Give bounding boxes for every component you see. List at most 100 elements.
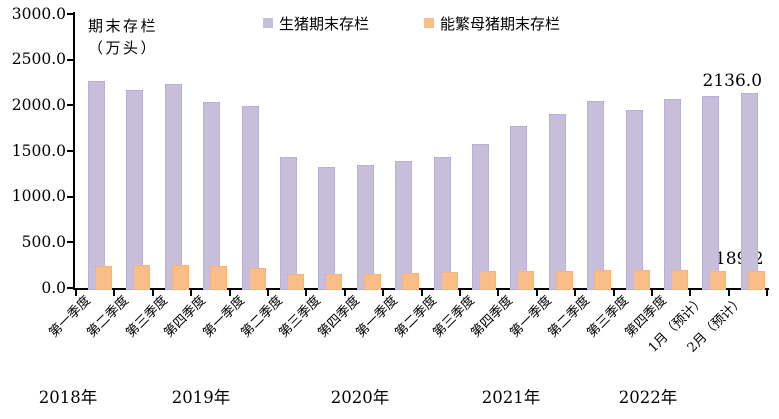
x-axis-category-label: 第四季度 — [468, 293, 517, 341]
x-axis-tick — [766, 290, 769, 296]
x-axis-tick — [228, 290, 231, 296]
y-axis-tick — [67, 241, 74, 244]
x-axis-tick — [343, 290, 346, 296]
x-axis-category-label: 第一季度 — [46, 293, 94, 341]
y-axis-tick — [67, 287, 74, 289]
x-axis-tick — [535, 290, 538, 296]
bar-pig-inventory — [126, 89, 144, 290]
bar-pig-inventory — [664, 98, 681, 290]
x-axis-tick — [574, 290, 577, 296]
bar-pig-inventory — [203, 102, 221, 290]
y-axis-tick — [67, 150, 74, 152]
bar-sow-inventory — [555, 270, 573, 290]
bar-pig-inventory — [241, 106, 259, 290]
bar-sow-inventory — [479, 271, 496, 290]
x-axis-tick — [75, 290, 77, 296]
bar-sow-inventory — [632, 270, 650, 290]
bar-pig-inventory — [88, 80, 105, 290]
bar-pig-inventory — [740, 92, 758, 290]
y-axis-tick — [67, 195, 74, 198]
y-axis-tick-label: 0.0 — [41, 278, 66, 297]
x-axis-category-label: 第一季度 — [507, 293, 555, 341]
x-axis-category-label: 第四季度 — [315, 293, 363, 341]
x-axis-category-label: 第二季度 — [84, 293, 133, 341]
x-axis-tick — [459, 290, 461, 296]
bar-pig-inventory — [587, 101, 605, 290]
y-axis-title-line2: （万头） — [88, 39, 159, 57]
y-axis-tick — [67, 13, 74, 15]
x-axis-category-label: 第四季度 — [161, 293, 210, 341]
x-axis-tick — [305, 290, 308, 296]
bar-sow-inventory — [95, 265, 112, 290]
x-axis-tick — [382, 290, 385, 296]
y-axis-tick-label: 2000.0 — [11, 95, 66, 114]
bar-pig-inventory — [164, 84, 182, 290]
y-axis-tick — [67, 58, 74, 61]
x-axis-tick — [689, 290, 692, 296]
bar-sow-inventory — [210, 265, 228, 290]
x-axis-year-label: 2022年 — [618, 388, 678, 407]
x-axis-category-label: 第二季度 — [545, 293, 594, 341]
y-axis-tick-label: 500.0 — [21, 232, 66, 251]
bar-sow-inventory — [133, 265, 151, 290]
x-axis-tick — [612, 290, 615, 296]
bar-sow-inventory — [325, 274, 343, 290]
x-axis-category-label: 第二季度 — [392, 293, 440, 341]
legend-item-sow: 能繁母猪期末存栏 — [424, 13, 560, 33]
bar-sow-inventory — [440, 272, 458, 290]
x-axis-year-label: 2019年 — [171, 388, 231, 407]
bar-sow-inventory — [287, 274, 304, 290]
value-label-sow: 189.2 — [714, 248, 764, 269]
bar-pig-inventory — [472, 143, 489, 290]
x-axis-line — [73, 288, 769, 290]
x-axis-category-label: 第一季度 — [200, 293, 248, 341]
x-axis-tick — [151, 290, 154, 296]
legend-label-pig: 生猪期末存栏 — [279, 14, 370, 33]
bar-pig-inventory — [395, 161, 413, 290]
y-axis-tick-label: 1000.0 — [11, 187, 66, 206]
legend-swatch-pig-icon — [263, 18, 273, 28]
x-axis-category-label: 第三季度 — [584, 293, 632, 341]
value-label-pig: 2136.0 — [702, 70, 763, 91]
x-axis-year-label: 2020年 — [330, 388, 390, 407]
y-axis-line — [73, 12, 75, 290]
legend-label-sow: 能繁母猪期末存栏 — [440, 14, 561, 33]
bar-pig-inventory — [280, 157, 297, 290]
x-axis-tick — [497, 290, 500, 296]
bar-sow-inventory — [594, 269, 612, 290]
y-axis-tick-label: 1500.0 — [11, 141, 66, 160]
x-axis-tick — [113, 290, 116, 296]
bar-pig-inventory — [548, 113, 566, 290]
bar-pig-inventory — [356, 165, 374, 290]
x-axis-category-label: 第三季度 — [276, 293, 325, 341]
x-axis-year-label: 2021年 — [481, 388, 541, 407]
bar-sow-inventory — [747, 270, 765, 290]
legend-item-pig: 生猪期末存栏 — [263, 13, 369, 33]
bar-sow-inventory — [248, 268, 266, 290]
y-axis-tick — [67, 104, 74, 107]
x-axis-category-label: 第一季度 — [353, 293, 402, 341]
bar-pig-inventory — [510, 125, 528, 290]
bar-sow-inventory — [171, 264, 189, 290]
bar-pig-inventory — [433, 156, 451, 290]
bar-sow-inventory — [363, 274, 381, 290]
bar-pig-inventory — [625, 109, 643, 290]
x-axis-tick — [190, 290, 193, 296]
y-axis-tick-label: 3000.0 — [11, 4, 66, 23]
bar-sow-inventory — [402, 272, 420, 290]
x-axis-category-label: 第三季度 — [430, 293, 478, 341]
x-axis-category-label: 第二季度 — [238, 293, 286, 341]
legend-swatch-sow-icon — [424, 18, 434, 28]
bar-sow-inventory — [517, 270, 535, 290]
x-axis-tick — [267, 290, 269, 296]
x-axis-tick — [727, 290, 730, 296]
y-axis-tick-label: 2500.0 — [11, 50, 66, 69]
bar-sow-inventory — [709, 270, 727, 290]
bar-pig-inventory — [702, 96, 720, 290]
x-axis-category-label: 第三季度 — [123, 293, 171, 341]
bar-pig-inventory — [318, 167, 336, 290]
x-axis-year-label: 2018年 — [38, 388, 98, 407]
y-axis-title: 期末存栏 （万头） — [88, 15, 158, 59]
bar-sow-inventory — [671, 270, 688, 290]
